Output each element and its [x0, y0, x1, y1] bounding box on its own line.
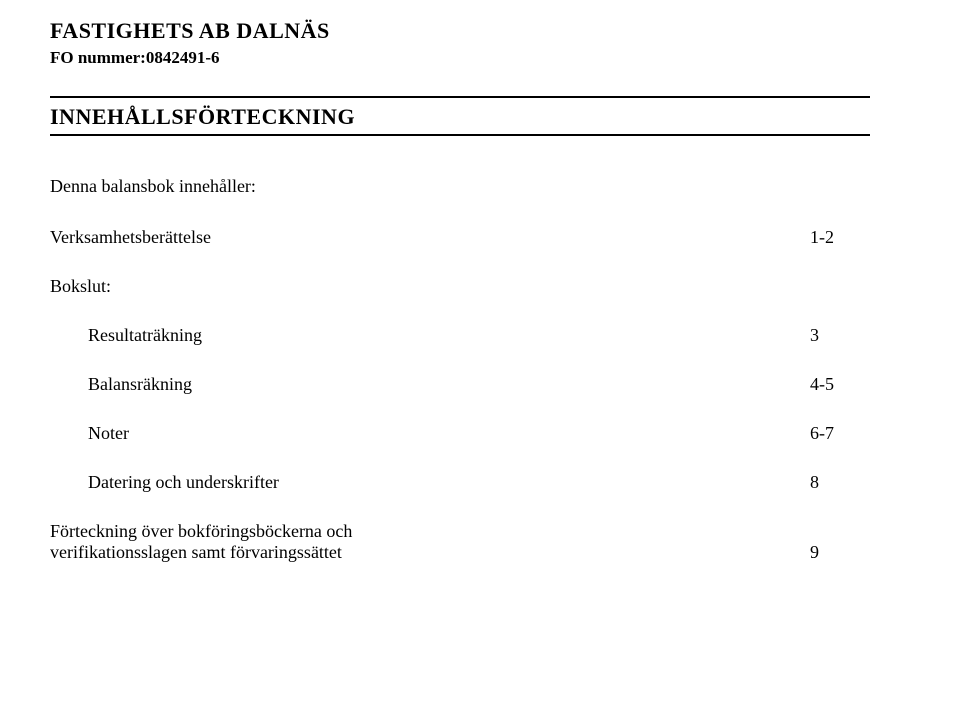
- toc-page: 4-5: [810, 374, 870, 395]
- toc-row-datering: Datering och underskrifter 8: [50, 472, 870, 493]
- rule-top: [50, 96, 870, 98]
- toc-row-forteckning: Förteckning över bokföringsböckerna och …: [50, 521, 870, 563]
- toc-label: Resultaträkning: [88, 325, 202, 346]
- toc-label: Datering och underskrifter: [88, 472, 279, 493]
- toc-label-line1: Förteckning över bokföringsböckerna och: [50, 521, 870, 542]
- fo-number: FO nummer:0842491-6: [50, 48, 870, 68]
- toc-row-bokslut: Bokslut:: [50, 276, 870, 297]
- toc-title: INNEHÅLLSFÖRTECKNING: [50, 104, 870, 130]
- toc-page: 9: [810, 542, 870, 563]
- toc-label: Bokslut:: [50, 276, 111, 297]
- toc-label: Balansräkning: [88, 374, 192, 395]
- toc-label: Verksamhetsberättelse: [50, 227, 211, 248]
- toc-page: 8: [810, 472, 870, 493]
- rule-bottom: [50, 134, 870, 136]
- toc: Verksamhetsberättelse 1-2 Bokslut: Resul…: [50, 227, 870, 563]
- toc-page: 3: [810, 325, 870, 346]
- toc-page: 6-7: [810, 423, 870, 444]
- toc-row-noter: Noter 6-7: [50, 423, 870, 444]
- company-name: FASTIGHETS AB DALNÄS: [50, 18, 870, 44]
- toc-page: 1-2: [810, 227, 870, 248]
- toc-label: Noter: [88, 423, 129, 444]
- toc-row-verksamhet: Verksamhetsberättelse 1-2: [50, 227, 870, 248]
- toc-row-balans: Balansräkning 4-5: [50, 374, 870, 395]
- toc-row-resultat: Resultaträkning 3: [50, 325, 870, 346]
- intro-text: Denna balansbok innehåller:: [50, 176, 870, 197]
- toc-label-line2: verifikationsslagen samt förvaringssätte…: [50, 542, 342, 563]
- document-page: FASTIGHETS AB DALNÄS FO nummer:0842491-6…: [0, 0, 960, 609]
